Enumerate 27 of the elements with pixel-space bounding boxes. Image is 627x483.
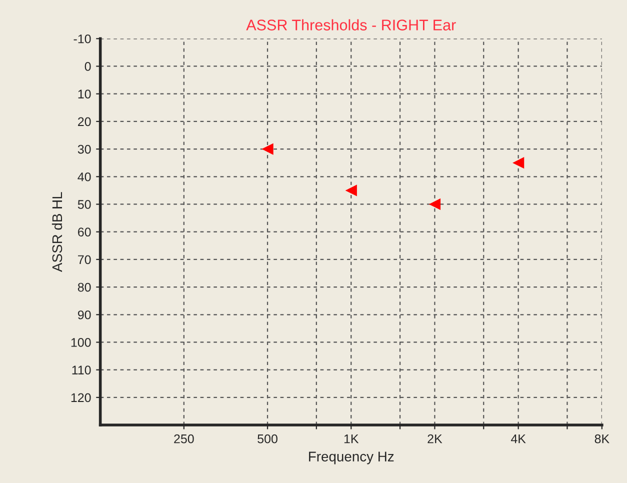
y-tick-label: 20: [78, 117, 91, 126]
point: [512, 157, 524, 169]
point: [345, 184, 357, 196]
x-tick-label: 1K: [344, 434, 359, 444]
y-tick-label: 30: [78, 144, 91, 154]
y-tick-label: 110: [72, 366, 91, 374]
y-axis-title: ASSR dB HL: [52, 192, 62, 272]
y-tick-label: 10: [78, 90, 91, 98]
y-tick-label: 120: [71, 393, 91, 402]
x-tick-label: 8K: [594, 434, 610, 444]
y-tick-label: 40: [78, 172, 91, 182]
y-tick-label: 100: [71, 338, 91, 347]
x-tick-label: 4K: [510, 434, 526, 444]
y-tick-label: 70: [78, 255, 91, 264]
point: [262, 143, 274, 155]
y-tick-label: 0: [84, 62, 91, 71]
point: [428, 198, 441, 210]
x-tick-label: 2K: [428, 434, 442, 444]
chart-title: ASSR Thresholds - RIGHT Ear: [246, 19, 456, 30]
x-tick-label: 250: [174, 434, 194, 444]
y-tick-label: 80: [78, 282, 91, 292]
y-tick-label: 90: [78, 310, 91, 320]
y-tick-label: 50: [78, 200, 91, 209]
x-tick-label: 500: [258, 434, 278, 444]
y-tick-label: -10: [74, 34, 91, 44]
y-tick-label: 60: [78, 228, 91, 236]
x-axis-title: Frequency Hz: [309, 452, 394, 464]
